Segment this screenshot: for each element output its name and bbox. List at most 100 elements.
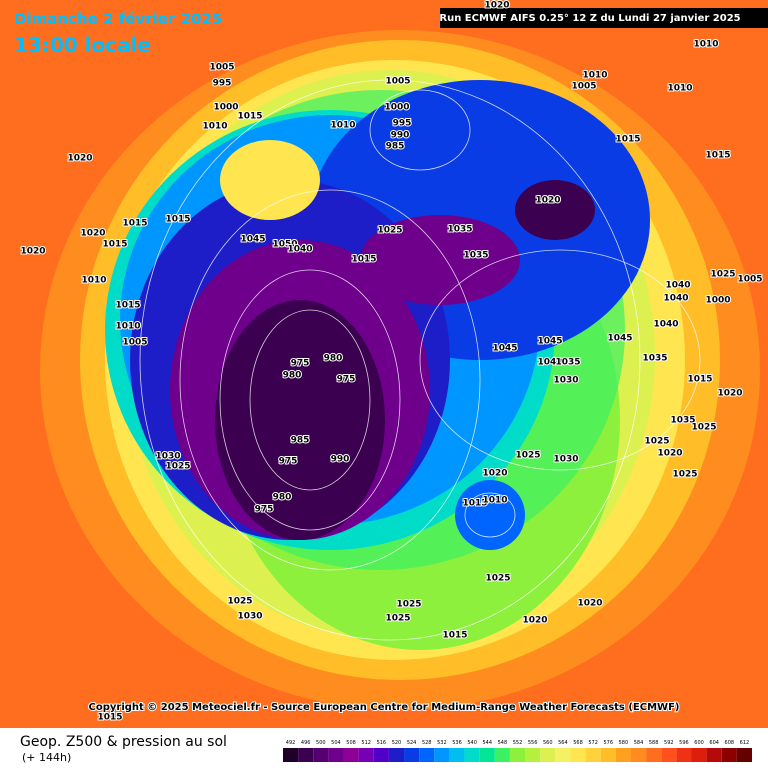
- pressure-label: 1035: [670, 416, 695, 426]
- colorbar-swatch: [555, 748, 571, 762]
- pressure-label: 975: [337, 375, 356, 385]
- colorbar-label: 504: [331, 740, 341, 746]
- colorbar-label: 520: [392, 740, 402, 746]
- pressure-label: 975: [291, 359, 310, 369]
- colorbar-label: 532: [437, 740, 447, 746]
- colorbar-label: 540: [467, 740, 477, 746]
- pressure-label: 1030: [553, 455, 578, 465]
- pressure-label: 1000: [384, 103, 409, 113]
- colorbar-swatch: [630, 748, 647, 762]
- pressure-label: 1025: [672, 470, 697, 480]
- date: Dimanche 2 février 2025: [14, 10, 222, 28]
- pressure-label: 1045: [492, 344, 517, 354]
- colorbar-swatch: [706, 748, 722, 762]
- pressure-label: 1020: [535, 196, 560, 206]
- pressure-label: 975: [255, 505, 274, 515]
- pressure-label: 990: [391, 131, 410, 141]
- footer-lead: (+ 144h): [22, 751, 71, 764]
- pressure-label: 1015: [462, 499, 487, 509]
- pressure-label: 1025: [485, 574, 510, 584]
- pressure-label: 980: [324, 354, 343, 364]
- run-info: Run ECMWF AIFS 0.25° 12 Z du Lundi 27 ja…: [439, 13, 740, 24]
- colorbar-swatch: [691, 748, 707, 762]
- colorbar-swatch: [358, 748, 374, 762]
- run-box: [440, 8, 768, 28]
- colorbar-label: 500: [316, 740, 326, 746]
- colorbar-swatch: [540, 748, 556, 762]
- pressure-labels: 1005995100010151010102010101005100099599…: [19, 0, 763, 724]
- pressure-label: 1010: [693, 40, 718, 50]
- colorbar-label: 572: [588, 740, 598, 746]
- colorbar-swatch: [343, 748, 359, 762]
- pressure-label: 1010: [81, 276, 106, 286]
- pressure-label: 1005: [385, 77, 410, 87]
- colorbar-swatch: [283, 748, 299, 762]
- pressure-label: 1015: [122, 219, 147, 229]
- colorbar-label: 568: [573, 740, 583, 746]
- pressure-label: 1025: [710, 270, 735, 280]
- pressure-label: 1035: [642, 354, 667, 364]
- pressure-label: 985: [291, 436, 310, 446]
- colorbar-swatch: [600, 748, 616, 762]
- colorbar-swatch: [676, 748, 692, 762]
- colorbar-swatch: [509, 748, 526, 762]
- pressure-label: 1025: [227, 597, 252, 607]
- pressure-label: 1015: [442, 631, 467, 641]
- colorbar-label: 496: [301, 740, 311, 746]
- pressure-label: 1005: [737, 275, 762, 285]
- pressure-label: 1015: [615, 135, 640, 145]
- pressure-label: 1010: [202, 122, 227, 132]
- pressure-label: 1015: [705, 151, 730, 161]
- pressure-label: 1040: [653, 320, 678, 330]
- pressure-label: 1025: [165, 462, 190, 472]
- pressure-label: 975: [279, 457, 298, 467]
- pressure-label: 1040: [663, 294, 688, 304]
- colorbar-label: 544: [482, 740, 492, 746]
- pressure-label: 1020: [67, 154, 92, 164]
- pressure-label: 1000: [705, 296, 730, 306]
- pressure-label: 1005: [209, 63, 234, 73]
- pressure-label: 1035: [463, 251, 488, 261]
- pressure-label: 980: [273, 493, 292, 503]
- colorbar-label: 516: [377, 740, 387, 746]
- colorbar-label: 604: [709, 740, 719, 746]
- colorbar-label: 552: [513, 740, 523, 746]
- colorbar-swatch: [464, 748, 480, 762]
- colorbar-label: 612: [740, 740, 750, 746]
- colorbar-swatch: [494, 748, 510, 762]
- colorbar-label: 580: [619, 740, 629, 746]
- colorbar-swatch: [736, 748, 752, 762]
- pressure-label: 1015: [102, 240, 127, 250]
- colorbar-label: 524: [407, 740, 417, 746]
- colorbar-label: 556: [528, 740, 538, 746]
- colorbar-label: 588: [649, 740, 659, 746]
- colorbar-label: 576: [604, 740, 614, 746]
- colorbar-label: 536: [452, 740, 462, 746]
- pressure-label: 1025: [396, 600, 421, 610]
- pressure-label: 1045: [240, 235, 265, 245]
- pressure-label: 1045: [537, 337, 562, 347]
- colorbar-swatch: [419, 748, 435, 762]
- colorbar-label: 600: [694, 740, 704, 746]
- pressure-label: 1025: [377, 226, 402, 236]
- pressure-label: 1020: [80, 229, 105, 239]
- pressure-label: 1045: [607, 334, 632, 344]
- colorbar-label: 508: [346, 740, 356, 746]
- pressure-label: 1050: [272, 240, 297, 250]
- pressure-label: 1005: [122, 338, 147, 348]
- pressure-label: 1040: [537, 358, 562, 368]
- pressure-label: 1030: [553, 376, 578, 386]
- colorbar-swatch: [585, 748, 601, 762]
- colorbar-label: 564: [558, 740, 568, 746]
- colorbar-swatch: [661, 748, 677, 762]
- colorbar-label: 584: [634, 740, 644, 746]
- pressure-label: 1015: [237, 112, 262, 122]
- pressure-label: 1040: [287, 245, 312, 255]
- pressure-label: 1025: [515, 451, 540, 461]
- pressure-label: 1020: [577, 599, 602, 609]
- pressure-label: 1030: [237, 612, 262, 622]
- pressure-label: 1015: [115, 301, 140, 311]
- pressure-label: 1010: [482, 496, 507, 506]
- pressure-label: 1015: [687, 375, 712, 385]
- pressure-label: 1000: [213, 103, 238, 113]
